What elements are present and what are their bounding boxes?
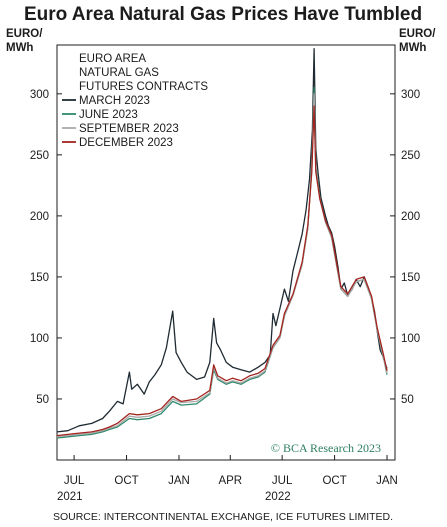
x-year-label: 2022 bbox=[265, 491, 291, 503]
y-tick-label-left: 50 bbox=[36, 394, 49, 406]
y-unit-left-line1: EURO/ bbox=[6, 28, 43, 40]
legend-entry-label: JUNE 2023 bbox=[79, 109, 138, 121]
x-tick-label: JUL bbox=[64, 475, 85, 487]
y-axis-right: 50 100 150 200 250 300 bbox=[390, 89, 420, 406]
legend-title-line2: NATURAL GAS bbox=[79, 67, 159, 79]
x-axis: JUL OCT JAN APR JUL OCT JAN 2021 2022 bbox=[57, 455, 398, 503]
y-tick-label-right: 200 bbox=[401, 211, 420, 223]
x-tick-label: JUL bbox=[272, 475, 293, 487]
chart-title: Euro Area Natural Gas Prices Have Tumble… bbox=[24, 4, 422, 25]
watermark-text: © BCA Research 2023 bbox=[271, 441, 381, 455]
source-note: SOURCE: INTERCONTINENTAL EXCHANGE, ICE F… bbox=[53, 511, 393, 523]
legend-entry-label: MARCH 2023 bbox=[79, 95, 150, 107]
y-tick-label-right: 50 bbox=[401, 394, 414, 406]
x-tick-label: OCT bbox=[322, 475, 346, 487]
y-tick-label-left: 200 bbox=[30, 211, 49, 223]
series-lines bbox=[56, 48, 388, 439]
series-line-december-2023 bbox=[56, 105, 388, 437]
y-tick-label-left: 100 bbox=[30, 333, 49, 345]
legend-title-line1: EURO AREA bbox=[79, 53, 146, 65]
y-tick-label-right: 250 bbox=[401, 150, 420, 162]
y-tick-label-right: 300 bbox=[401, 89, 420, 101]
legend-title-line3: FUTURES CONTRACTS bbox=[79, 81, 208, 93]
legend-entry-label: SEPTEMBER 2023 bbox=[79, 123, 179, 135]
y-tick-label-left: 250 bbox=[30, 150, 49, 162]
y-unit-right-line1: EURO/ bbox=[399, 28, 436, 40]
x-tick-label: JAN bbox=[376, 475, 398, 487]
x-year-label: 2021 bbox=[57, 491, 83, 503]
y-tick-label-left: 300 bbox=[30, 89, 49, 101]
y-tick-label-left: 150 bbox=[30, 272, 49, 284]
y-tick-label-right: 100 bbox=[401, 333, 420, 345]
x-tick-label: APR bbox=[218, 475, 242, 487]
plot-frame bbox=[56, 44, 396, 461]
y-axis-left: 50 100 150 200 250 300 bbox=[30, 89, 62, 406]
x-tick-label: OCT bbox=[114, 475, 138, 487]
y-unit-left-line2: MWh bbox=[6, 42, 33, 54]
legend-entry-label: DECEMBER 2023 bbox=[79, 137, 173, 149]
x-tick-label: JAN bbox=[168, 475, 190, 487]
y-unit-right-line2: MWh bbox=[399, 42, 426, 54]
legend: EURO AREA NATURAL GAS FUTURES CONTRACTS … bbox=[62, 53, 208, 149]
y-tick-label-right: 150 bbox=[401, 272, 420, 284]
